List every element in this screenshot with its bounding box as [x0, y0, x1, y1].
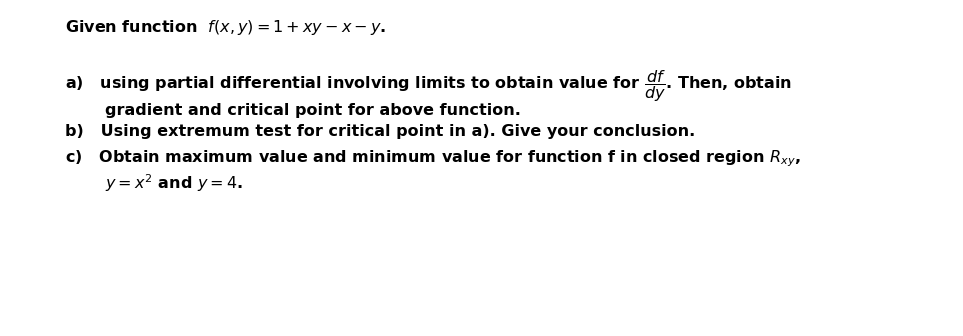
Text: b)   Using extremum test for critical point in a). Give your conclusion.: b) Using extremum test for critical poin… — [65, 124, 695, 139]
Text: $y=x^2$ and $y=4$.: $y=x^2$ and $y=4$. — [105, 172, 243, 194]
Text: c)   Obtain maximum value and minimum value for function f in closed region $R_{: c) Obtain maximum value and minimum valu… — [65, 148, 800, 169]
Text: gradient and critical point for above function.: gradient and critical point for above fu… — [105, 103, 521, 118]
Text: Given function  $f(x, y) = 1 + xy - x - y$.: Given function $f(x, y) = 1 + xy - x - y… — [65, 18, 386, 37]
Text: a)   using partial differential involving limits to obtain value for $\dfrac{df}: a) using partial differential involving … — [65, 68, 793, 104]
